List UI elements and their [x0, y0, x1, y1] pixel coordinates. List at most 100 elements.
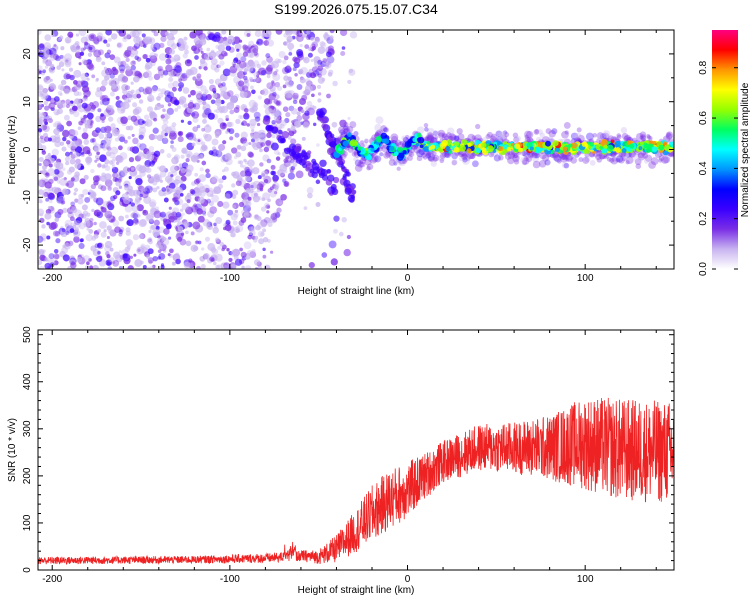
spectrogram-cell	[284, 182, 289, 187]
spectrogram-cell	[290, 138, 297, 145]
spectrogram-cell	[320, 168, 328, 177]
spectrogram-cell	[76, 256, 83, 263]
spectrogram-cell	[664, 144, 671, 151]
spectrogram-cell	[112, 220, 120, 227]
spectrogram-cell	[396, 166, 401, 171]
spectrogram-cell	[270, 110, 277, 117]
spectrogram-cell	[215, 98, 222, 104]
spectrogram-cell	[129, 30, 137, 38]
spectrogram-cell	[462, 152, 467, 157]
spectrogram-cell	[136, 204, 144, 212]
spectrogram-cell	[439, 158, 445, 164]
spectrogram-cell	[211, 146, 217, 151]
spectrogram-cell	[236, 71, 243, 78]
spectrogram-cell	[89, 191, 97, 198]
spectrogram-cell	[304, 84, 313, 93]
spectrogram-cell	[177, 136, 184, 143]
spectrogram-cell	[138, 233, 144, 239]
spectrogram-cell	[96, 35, 103, 42]
spectrogram-cell	[77, 91, 82, 96]
spectrogram-cell	[353, 150, 358, 156]
spectrogram-cell	[70, 206, 78, 214]
spectrogram-cell	[309, 72, 317, 79]
spectrogram-cell	[321, 252, 328, 258]
spectrogram-cell	[366, 163, 374, 170]
spectrogram-cell	[41, 169, 46, 174]
spectrogram-cell	[164, 90, 171, 97]
spectrogram-cell	[522, 150, 529, 157]
spectrogram-cell	[134, 196, 141, 203]
y-tick-label: -10	[22, 190, 33, 205]
spectrogram-cell	[81, 204, 88, 211]
spectrogram-cell	[407, 155, 413, 161]
spectrogram-cell	[75, 80, 83, 88]
spectrogram-cell	[147, 94, 155, 103]
spectrogram-cell	[90, 245, 97, 252]
spectrogram-cell	[178, 82, 185, 88]
spectrogram-cell	[510, 152, 515, 158]
spectrogram-cell	[161, 137, 169, 145]
spectrogram-cell	[576, 151, 582, 156]
spectrogram-cell	[239, 160, 244, 165]
spectrogram-cell	[272, 108, 280, 116]
spectrogram-cell	[312, 105, 317, 110]
spectrogram-cell	[62, 136, 67, 142]
spectrogram-cell	[197, 215, 205, 223]
spectrogram-cell	[135, 89, 142, 95]
spectrogram-cell	[180, 119, 185, 123]
spectrogram-cell	[148, 91, 152, 96]
spectrogram-cell	[398, 152, 405, 159]
spectrogram-cell	[270, 164, 276, 170]
spectrogram-cell	[596, 157, 603, 163]
spectrogram-cell	[92, 37, 100, 44]
spectrogram-cell	[184, 59, 193, 67]
spectrogram-cell	[202, 103, 211, 112]
spectrogram-cell	[302, 33, 308, 38]
spectrogram-cell	[187, 102, 195, 109]
spectrogram-cell	[286, 147, 292, 153]
x-tick-label: 0	[405, 574, 411, 585]
spectrogram-cell	[245, 265, 252, 269]
spectrogram-cell	[156, 134, 164, 142]
spectrogram-cell	[500, 134, 508, 142]
spectrogram-cell	[187, 94, 192, 98]
spectrogram-cell	[658, 158, 663, 163]
spectrogram-cell	[95, 56, 102, 63]
spectrogram-cell	[481, 142, 487, 148]
spectrogram-cell	[264, 202, 270, 209]
spectrogram-cell	[130, 115, 138, 122]
spectrogram-cell	[217, 200, 224, 208]
colorbar-label: Normalized spectral amplitude	[740, 82, 750, 217]
spectrogram-cell	[54, 136, 61, 143]
spectrogram-cell	[177, 226, 184, 232]
spectrogram-cell	[435, 130, 441, 136]
spectrogram-cell	[280, 120, 287, 127]
spectrogram-cell	[82, 146, 91, 155]
spectrogram-cell	[218, 143, 226, 151]
spectrogram-cell	[432, 156, 438, 162]
spectrogram-cell	[38, 208, 45, 216]
spectrogram-cell	[275, 30, 283, 35]
spectrogram-cell	[277, 168, 285, 177]
spectrogram-cell	[274, 212, 281, 218]
spectrogram-cell	[165, 64, 173, 73]
spectrogram-cell	[642, 153, 649, 159]
spectrogram-cell	[94, 159, 98, 163]
spectrogram-cell	[132, 45, 138, 51]
spectrogram-cell	[611, 157, 617, 162]
spectrogram-cell	[305, 106, 311, 112]
spectrogram-cell	[218, 53, 225, 60]
spectrogram-cell	[374, 155, 382, 163]
spectrogram-cell	[54, 217, 60, 223]
spectrogram-cell	[292, 94, 299, 101]
spectrogram-cell	[276, 100, 281, 106]
spectrogram-cell	[175, 252, 180, 257]
spectrogram-cell	[57, 208, 64, 215]
spectrogram-cell	[121, 106, 126, 112]
spectrogram-cell	[236, 175, 243, 182]
spectrogram-cell	[306, 30, 311, 35]
spectrogram-cell	[304, 110, 310, 116]
spectrogram-cell	[70, 222, 77, 229]
spectrogram-cell	[47, 168, 56, 177]
spectrogram-cell	[196, 124, 201, 129]
